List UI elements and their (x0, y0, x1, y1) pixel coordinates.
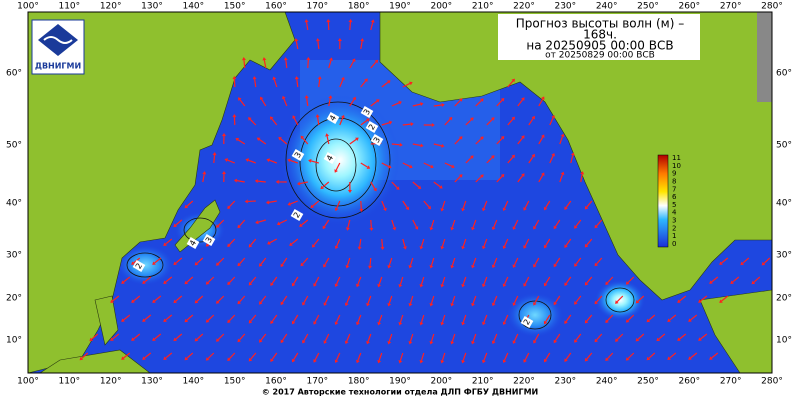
lon-label: 130° (141, 2, 163, 12)
lon-label: 250° (637, 377, 659, 387)
lat-label: 30° (6, 251, 22, 261)
lon-label: 190° (389, 377, 411, 387)
wind-arrow (361, 201, 362, 209)
lat-label: 20° (6, 294, 22, 304)
colorbar-label: 9 (672, 170, 676, 178)
logo-text: ДВНИГМИ (35, 62, 81, 71)
lon-label: 230° (554, 2, 576, 12)
lon-label: 180° (348, 2, 370, 12)
colorbar-label: 2 (672, 224, 676, 232)
ice (757, 12, 772, 102)
lat-label: 20° (776, 294, 792, 304)
lon-label: 130° (141, 377, 163, 387)
lon-label: 120° (100, 377, 122, 387)
lon-label: 100° (17, 377, 39, 387)
colorbar-label: 8 (672, 177, 676, 185)
colorbar-label: 1 (672, 232, 676, 240)
wind-arrow (370, 258, 371, 266)
lon-label: 150° (224, 377, 246, 387)
wind-arrow (382, 239, 383, 247)
lon-label: 170° (306, 2, 328, 12)
lat-label: 30° (776, 251, 792, 261)
copyright: © 2017 Авторские технологии отдела ДЛП Ф… (262, 388, 538, 397)
wind-arrow (371, 220, 372, 228)
lon-label: 240° (596, 2, 618, 12)
wind-arrow (244, 60, 245, 68)
lon-label: 220° (513, 377, 535, 387)
lon-label: 190° (389, 2, 411, 12)
lon-label: 270° (720, 2, 742, 12)
colorbar-label: 4 (672, 209, 677, 217)
wind-arrow (308, 60, 309, 68)
wind-arrow (350, 22, 351, 30)
lon-label: 110° (58, 377, 80, 387)
colorbar-label: 6 (672, 193, 677, 201)
lon-label: 270° (720, 377, 742, 387)
lat-label: 40° (6, 199, 22, 209)
colorbar-label: 10 (672, 162, 681, 170)
wave-area (595, 280, 645, 320)
lon-label: 240° (596, 377, 618, 387)
lon-label: 280° (761, 2, 783, 12)
colorbar-label: 11 (672, 154, 681, 162)
lon-label: 120° (100, 2, 122, 12)
lon-label: 160° (265, 2, 287, 12)
colorbar-label: 3 (672, 217, 676, 225)
lat-label: 60° (776, 69, 792, 79)
lon-label: 200° (430, 2, 452, 12)
lat-label: 60° (6, 69, 22, 79)
wind-arrow (392, 144, 400, 145)
lon-label: 280° (761, 377, 783, 387)
lon-label: 140° (182, 377, 204, 387)
colorbar (658, 155, 668, 247)
lon-label: 100° (17, 2, 39, 12)
wave-max (280, 95, 400, 225)
lon-label: 110° (58, 2, 80, 12)
lon-label: 160° (265, 377, 287, 387)
wind-arrow (214, 155, 215, 163)
lat-label: 40° (776, 199, 792, 209)
lat-label: 10° (6, 336, 22, 346)
lon-label: 250° (637, 2, 659, 12)
lat-label: 50° (776, 141, 792, 151)
colorbar-label: 5 (672, 201, 676, 209)
issued-date: от 20250829 00:00 ВСВ (545, 51, 655, 61)
lon-label: 260° (678, 377, 700, 387)
lon-label: 210° (472, 377, 494, 387)
lon-label: 150° (224, 2, 246, 12)
lat-label: 50° (6, 141, 22, 151)
lon-label: 200° (430, 377, 452, 387)
lat-label: 10° (776, 336, 792, 346)
lon-label: 140° (182, 2, 204, 12)
lon-label: 260° (678, 2, 700, 12)
lon-label: 230° (554, 377, 576, 387)
colorbar-label: 0 (672, 240, 676, 248)
lon-label: 210° (472, 2, 494, 12)
colorbar-label: 7 (672, 185, 676, 193)
lon-label: 170° (306, 377, 328, 387)
lon-label: 180° (348, 377, 370, 387)
lon-label: 220° (513, 2, 535, 12)
